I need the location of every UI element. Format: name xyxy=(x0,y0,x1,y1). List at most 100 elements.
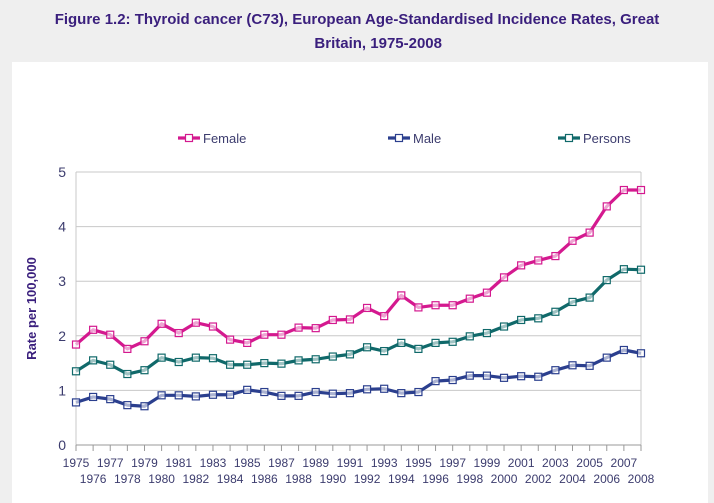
data-point xyxy=(260,359,269,368)
data-point xyxy=(431,338,440,347)
data-point xyxy=(260,330,269,339)
x-tick-label: 2004 xyxy=(559,472,586,486)
x-tick-label: 1978 xyxy=(114,472,141,486)
data-point xyxy=(636,265,646,274)
data-point xyxy=(208,390,218,399)
data-point xyxy=(568,297,577,307)
data-point xyxy=(157,391,166,400)
data-point xyxy=(499,322,509,331)
y-tick-label: 1 xyxy=(58,382,66,398)
x-tick-label: 1977 xyxy=(97,456,124,470)
data-point xyxy=(345,315,355,324)
data-point xyxy=(585,293,594,302)
data-point xyxy=(277,359,286,368)
data-point xyxy=(482,371,492,380)
x-tick-label: 1987 xyxy=(268,456,295,470)
data-point xyxy=(294,356,303,365)
data-point xyxy=(397,338,406,347)
data-point xyxy=(551,251,560,261)
data-point xyxy=(482,288,492,297)
data-point xyxy=(551,307,560,316)
data-point xyxy=(277,330,286,339)
x-tick-label: 1989 xyxy=(302,456,329,470)
data-point xyxy=(568,361,577,370)
data-point xyxy=(431,301,440,310)
data-point xyxy=(328,315,337,325)
data-point xyxy=(140,366,149,375)
data-point xyxy=(362,343,372,352)
line-chart: 0 1 2 3 4 5 1975 1976 1977 1978 1979 1980 1981 1982 19… xyxy=(24,131,655,486)
legend-label-persons: Persons xyxy=(583,131,631,146)
data-point xyxy=(311,355,320,364)
data-point xyxy=(106,360,115,369)
data-point xyxy=(106,395,115,404)
data-point xyxy=(619,345,628,355)
x-tick-label: 1976 xyxy=(80,472,107,486)
series-line-female xyxy=(74,188,641,351)
x-tick-label: 2000 xyxy=(491,472,518,486)
data-point xyxy=(585,361,594,370)
data-point xyxy=(294,391,303,400)
data-point xyxy=(225,390,235,399)
data-point xyxy=(106,330,115,339)
legend-label-male: Male xyxy=(413,131,441,146)
data-point xyxy=(260,387,269,397)
x-tick-label: 2002 xyxy=(525,472,552,486)
legend-marker xyxy=(394,133,404,143)
data-point xyxy=(362,385,372,394)
x-tick-label: 2005 xyxy=(576,456,603,470)
data-point xyxy=(585,228,594,237)
x-tick-label: 1981 xyxy=(165,456,192,470)
data-point xyxy=(362,303,372,313)
data-point xyxy=(225,335,235,344)
data-point xyxy=(431,377,440,386)
data-point xyxy=(140,402,149,411)
data-point xyxy=(191,353,200,362)
data-point xyxy=(517,261,526,270)
data-point xyxy=(345,389,355,398)
data-point xyxy=(208,322,218,331)
data-point xyxy=(345,350,355,359)
data-point xyxy=(243,360,252,369)
x-tick-label: 1998 xyxy=(456,472,483,486)
series-line-male xyxy=(75,348,642,408)
data-point xyxy=(448,375,457,385)
series-line-persons xyxy=(75,267,642,376)
data-point xyxy=(499,373,509,382)
x-tick-label: 1984 xyxy=(217,472,244,486)
data-point xyxy=(465,371,474,380)
data-point xyxy=(174,328,183,338)
data-point xyxy=(123,369,132,379)
data-point xyxy=(465,332,474,341)
legend-marker xyxy=(564,133,574,143)
x-tick-label: 2003 xyxy=(542,456,569,470)
data-point xyxy=(517,372,526,381)
data-point xyxy=(465,294,474,303)
data-point xyxy=(534,256,543,265)
data-point xyxy=(208,354,218,363)
data-point xyxy=(277,391,286,400)
data-point xyxy=(380,384,389,393)
data-point xyxy=(517,315,526,325)
x-tick-label: 1996 xyxy=(422,472,449,486)
data-point xyxy=(414,387,423,397)
legend-marker xyxy=(184,133,194,143)
data-point xyxy=(191,392,200,401)
data-point xyxy=(414,344,423,354)
data-point xyxy=(602,353,611,362)
title-line-1: Figure 1.2: Thyroid cancer (C73), Europe… xyxy=(54,11,660,28)
data-point xyxy=(328,389,337,398)
x-tick-label: 1995 xyxy=(405,456,432,470)
data-point xyxy=(602,202,611,211)
x-tick-label: 1991 xyxy=(337,456,364,470)
data-point xyxy=(243,385,252,394)
x-tick-label: 1994 xyxy=(388,472,415,486)
y-tick-label: 4 xyxy=(58,219,66,235)
data-point xyxy=(602,276,611,285)
x-tick-label: 1985 xyxy=(234,456,261,470)
data-point xyxy=(71,367,81,376)
data-point xyxy=(123,401,132,410)
data-point xyxy=(71,398,81,407)
data-point xyxy=(568,236,577,245)
y-tick-label: 5 xyxy=(58,164,66,180)
